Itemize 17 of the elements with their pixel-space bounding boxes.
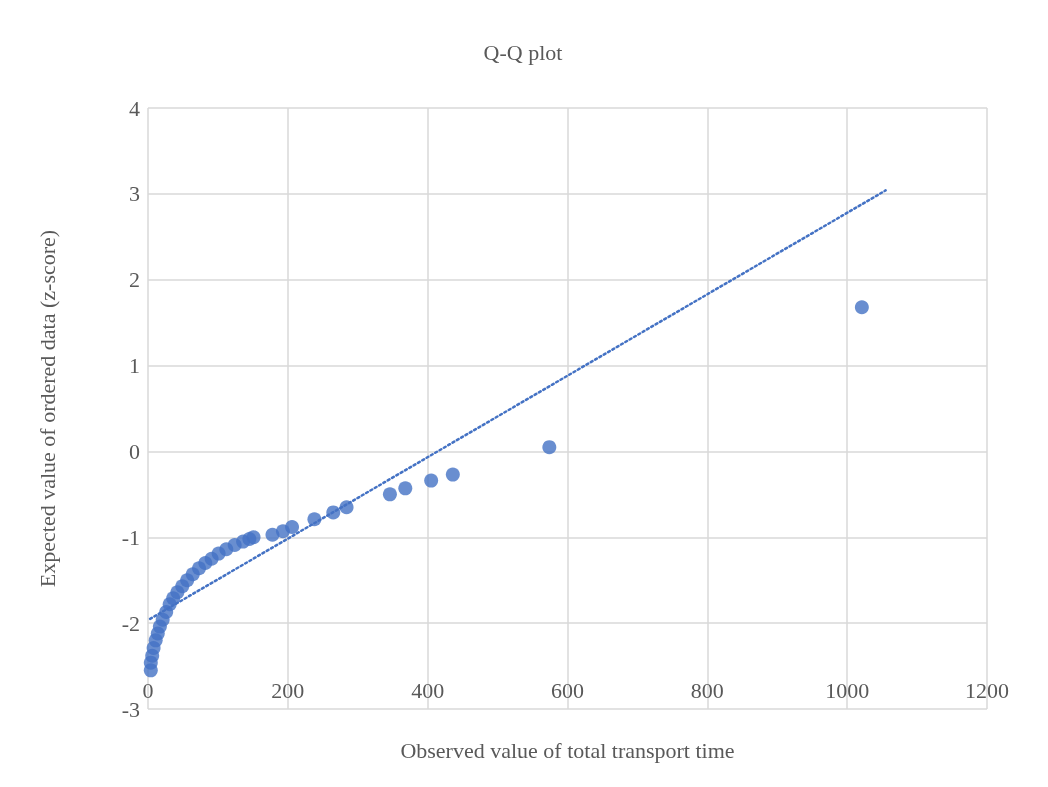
x-tick-label: 1200	[965, 677, 1009, 703]
y-tick-label: 1	[129, 353, 140, 379]
y-axis-title: Expected value of ordered data (z-score)	[34, 229, 60, 588]
x-tick-label: 800	[690, 677, 724, 703]
y-tick-label: 0	[129, 438, 140, 464]
y-tick-label: 3	[129, 181, 140, 207]
x-tick-label: 1000	[825, 677, 870, 703]
y-tick-label: 4	[129, 95, 140, 121]
x-tick-label: 200	[271, 677, 305, 703]
y-tick-label: 2	[129, 267, 140, 293]
x-tick-label: 400	[411, 677, 445, 703]
y-tick-label: -3	[121, 696, 140, 722]
y-tick-label: -1	[121, 524, 140, 550]
y-tick-label: -2	[121, 610, 140, 636]
chart-title: Q-Q plot	[483, 39, 563, 65]
x-tick-label: 600	[551, 677, 584, 703]
x-axis-title: Observed value of total transport time	[400, 737, 735, 763]
